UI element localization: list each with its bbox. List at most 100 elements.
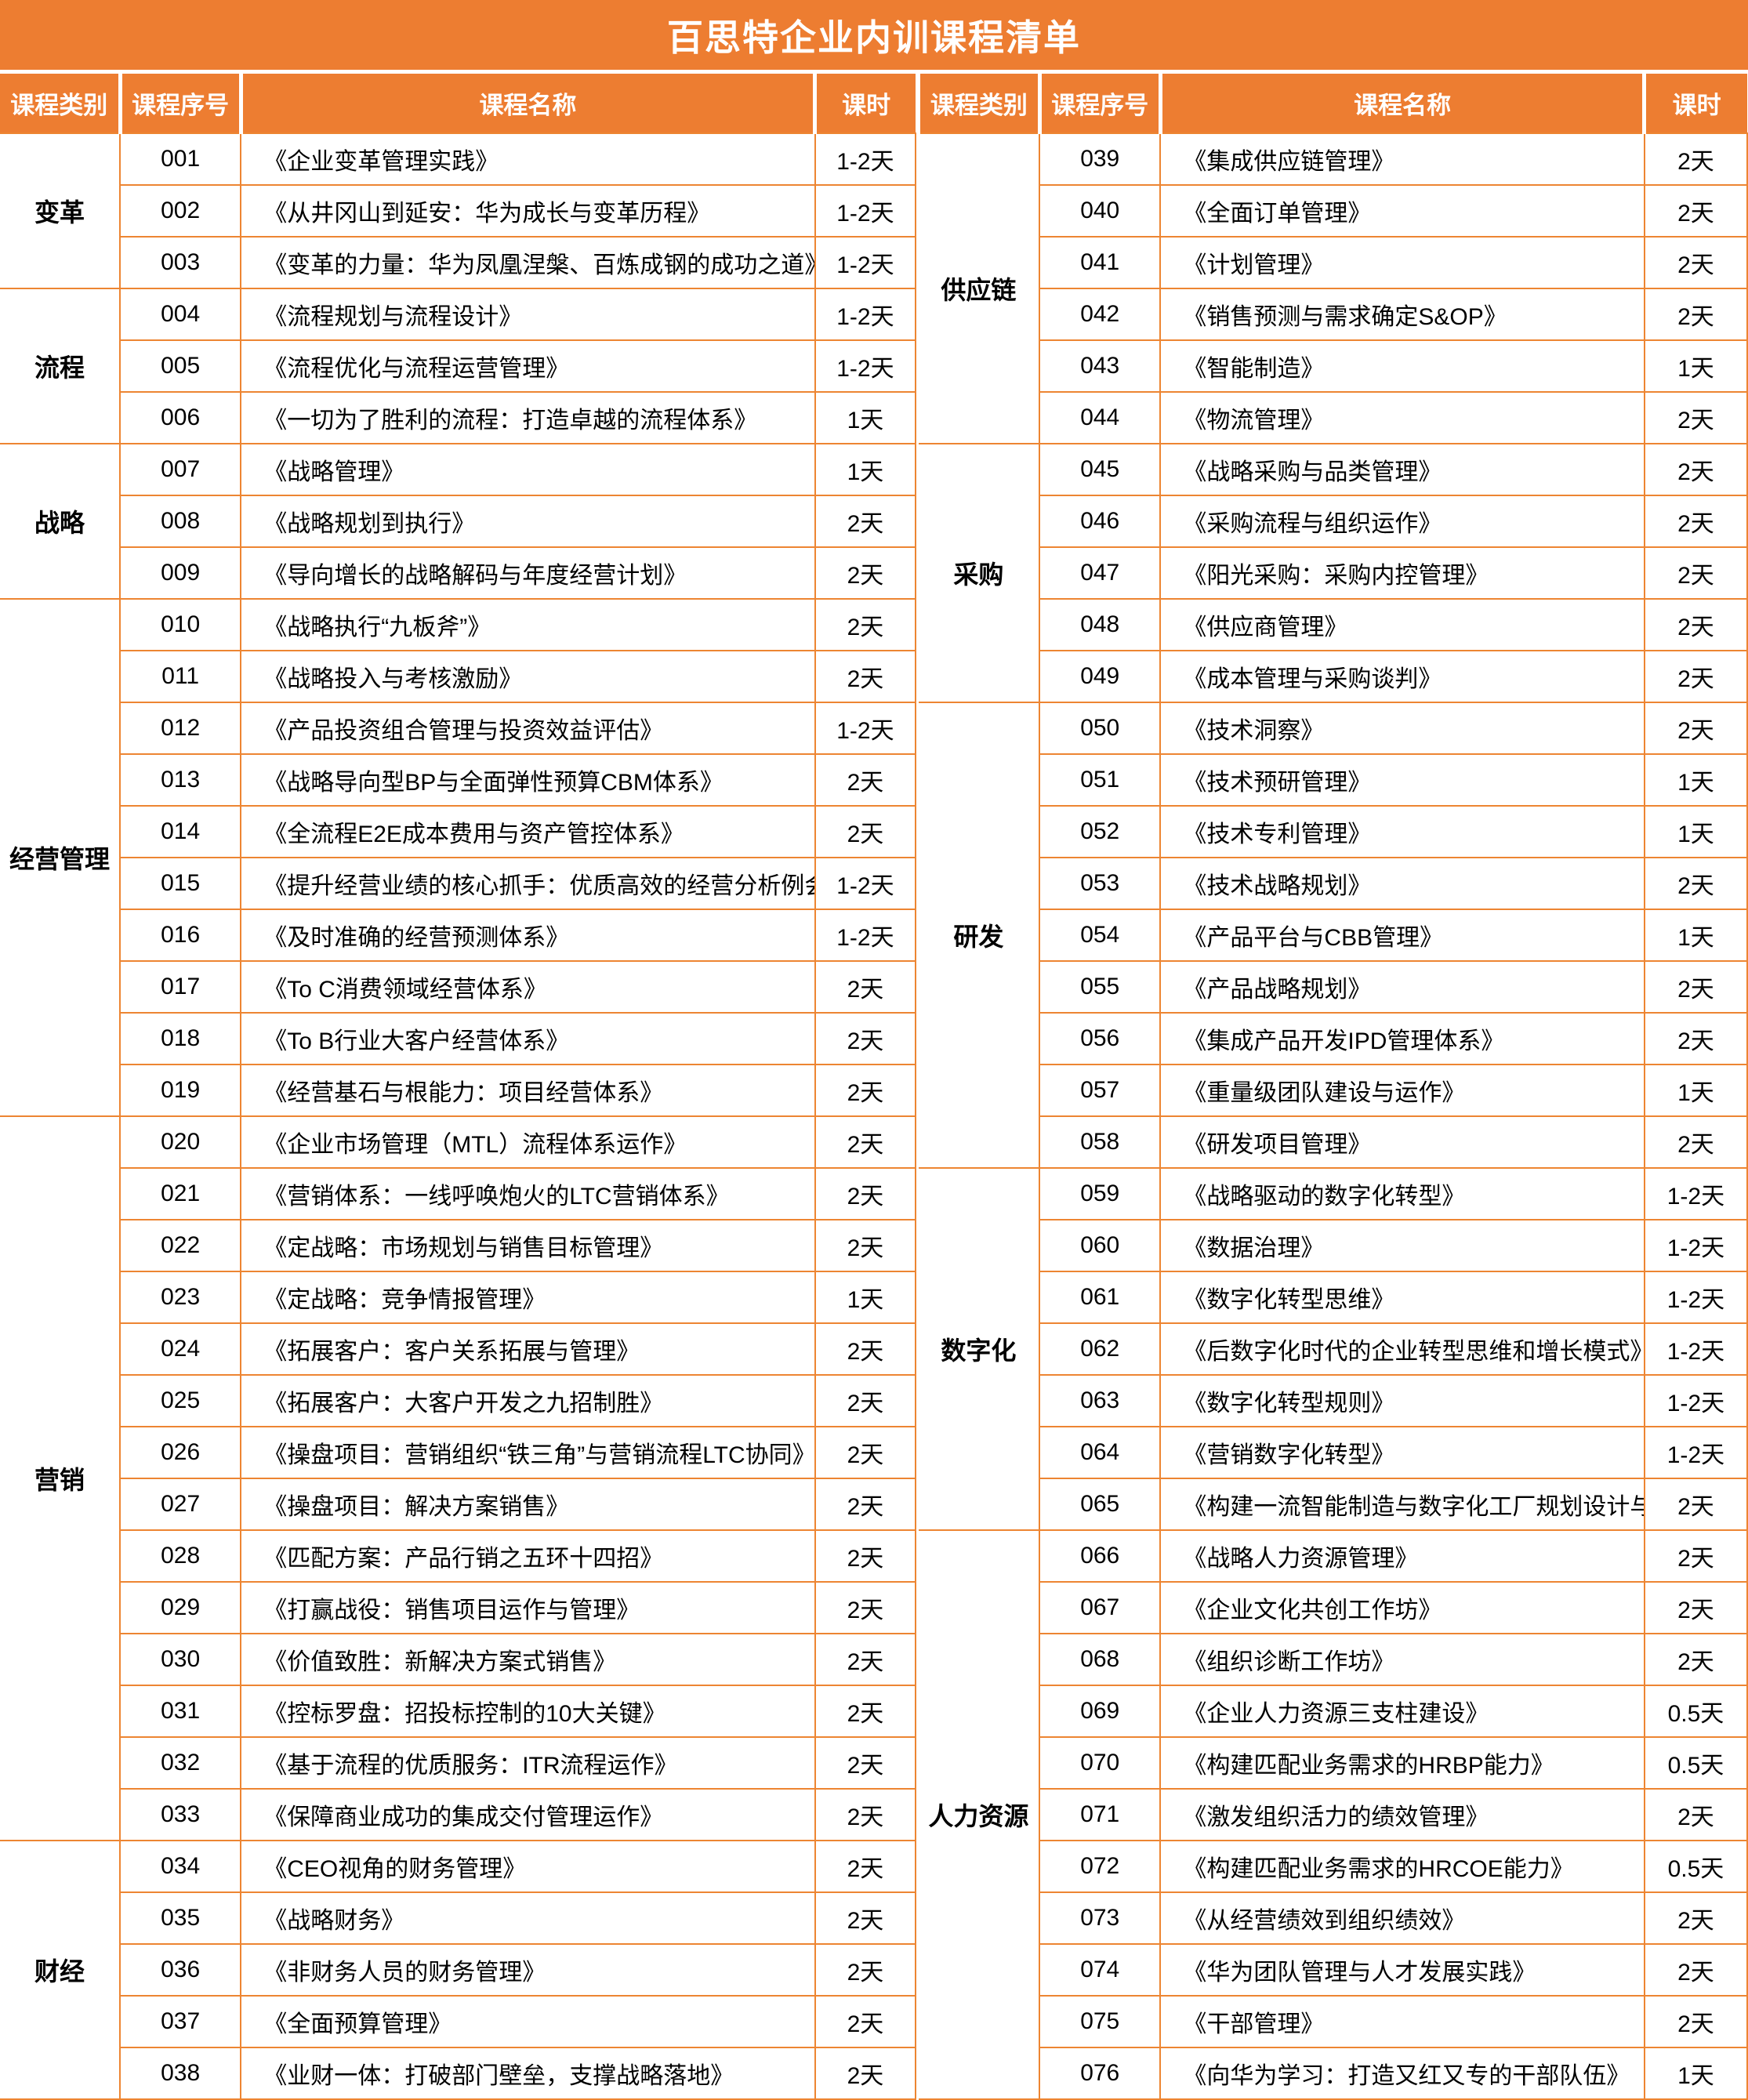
course-row: 019 《经营基石与根能力：项目经营体系》 2天 [0,1064,917,1117]
course-row: 变革 001 《企业变革管理实践》 1-2天 [0,132,917,289]
course-duration: 1天 [1643,753,1748,807]
course-number: 068 [1039,1633,1162,1686]
course-number: 015 [119,857,242,910]
course-duration: 2天 [1643,1995,1748,2048]
course-number: 004 [119,288,242,341]
course-number: 040 [1039,184,1162,238]
course-name: 《定战略：市场规划与销售目标管理》 [240,1219,816,1272]
course-number: 031 [119,1685,242,1738]
course-row: 003 《变革的力量：华为凤凰涅槃、百炼成钢的成功之道》 1-2天 [0,236,917,289]
course-number: 049 [1039,650,1162,703]
course-name: 《技术专利管理》 [1159,805,1645,858]
right-table-body: 供应链 039 《集成供应链管理》 2天 040 《全面订单管理》 2天 041 《计划管理》 2… [918,132,1748,2100]
course-name: 《组织诊断工作坊》 [1159,1633,1645,1686]
course-number: 075 [1039,1995,1162,2048]
course-duration: 1-2天 [814,909,917,962]
course-row: 067 《企业文化共创工作坊》 2天 [919,1581,1748,1634]
course-row: 供应链 039 《集成供应链管理》 2天 [918,132,1748,444]
course-duration: 1-2天 [814,236,917,289]
course-name: 《经营基石与根能力：项目经营体系》 [240,1064,816,1117]
course-row: 人力资源 066 《战略人力资源管理》 2天 [918,1529,1748,2100]
course-name: 《构建匹配业务需求的HRBP能力》 [1159,1736,1645,1790]
course-duration: 1-2天 [814,184,917,238]
course-row: 022 《定战略：市场规划与销售目标管理》 2天 [0,1219,917,1272]
course-duration: 2天 [814,1633,917,1686]
course-duration: 1天 [814,1271,917,1324]
course-duration: 1-2天 [814,132,917,186]
course-duration: 1-2天 [1643,1219,1748,1272]
course-number: 051 [1039,753,1162,807]
course-name: 《保障商业成功的集成交付管理运作》 [240,1788,816,1841]
course-row: 采购 045 《战略采购与品类管理》 2天 [918,443,1748,703]
category-cell: 变革 [0,132,121,289]
course-number: 063 [1039,1374,1162,1427]
course-duration: 2天 [1643,236,1748,289]
left-header-row: 课程类别 课程序号 课程名称 课时 [0,74,916,133]
course-row: 047 《阳光采购：采购内控管理》 2天 [919,546,1748,600]
course-duration: 2天 [1643,1478,1748,1531]
course-name: 《流程优化与流程运营管理》 [240,339,816,393]
course-number: 016 [119,909,242,962]
course-name: 《供应商管理》 [1159,598,1645,651]
course-number: 024 [119,1322,242,1376]
course-name: 《构建一流智能制造与数字化工厂规划设计与评估》 [1159,1478,1645,1531]
course-duration: 2天 [814,1995,917,2048]
course-number: 036 [119,1943,242,1997]
course-duration: 2天 [814,1685,917,1738]
course-number: 020 [119,1115,242,1169]
course-row: 076 《向华为学习：打造又红又专的干部队伍》 1天 [919,2047,1748,2100]
course-name: 《阳光采购：采购内控管理》 [1159,546,1645,600]
course-row: 038 《业财一体：打破部门壁垒，支撑战略落地》 2天 [0,2047,917,2100]
left-table-body: 变革 001 《企业变革管理实践》 1-2天 002 《从井冈山到延安：华为成长与变革历程… [0,132,917,2100]
course-duration: 2天 [1643,1788,1748,1841]
course-row: 035 《战略财务》 2天 [0,1891,917,1945]
course-duration: 2天 [1643,391,1748,444]
course-duration: 2天 [814,805,917,858]
course-duration: 2天 [1643,1943,1748,1997]
course-name: 《全面预算管理》 [240,1995,816,2048]
course-name: 《干部管理》 [1159,1995,1645,2048]
course-name: 《集成供应链管理》 [1159,132,1645,186]
course-duration: 2天 [1643,960,1748,1014]
course-name: 《数字化转型思维》 [1159,1271,1645,1324]
course-number: 059 [1039,1167,1162,1220]
course-name: 《智能制造》 [1159,339,1645,393]
course-duration: 2天 [1643,546,1748,600]
course-name: 《业财一体：打破部门壁垒，支撑战略落地》 [240,2047,816,2100]
course-number: 047 [1039,546,1162,600]
course-duration: 2天 [814,1788,917,1841]
course-number: 067 [1039,1581,1162,1634]
course-number: 023 [119,1271,242,1324]
course-row: 069 《企业人力资源三支柱建设》 0.5天 [919,1685,1748,1738]
course-number: 060 [1039,1219,1162,1272]
course-duration: 2天 [814,495,917,548]
course-number: 045 [1039,443,1162,496]
course-name: 《战略执行“九板斧”》 [240,598,816,651]
course-name: 《激发组织活力的绩效管理》 [1159,1788,1645,1841]
course-name: 《从井冈山到延安：华为成长与变革历程》 [240,184,816,238]
course-duration: 2天 [1643,650,1748,703]
course-row: 015《提升经营业绩的核心抓手：优质高效的经营分析例会机制》1-2天 [0,857,917,910]
course-row: 052 《技术专利管理》 1天 [919,805,1748,858]
course-duration: 2天 [814,1374,917,1427]
course-duration: 1-2天 [1643,1374,1748,1427]
course-name: 《流程规划与流程设计》 [240,288,816,341]
page-title: 百思特企业内训课程清单 [0,0,1748,74]
course-number: 046 [1039,495,1162,548]
course-number: 070 [1039,1736,1162,1790]
course-name: 《华为团队管理与人才发展实践》 [1159,1943,1645,1997]
course-row: 064 《营销数字化转型》 1-2天 [919,1426,1748,1479]
course-row: 053 《技术战略规划》 2天 [919,857,1748,910]
course-duration: 2天 [814,1322,917,1376]
header-number: 课程序号 [118,74,241,133]
course-duration: 2天 [1643,1115,1748,1169]
category-cell: 供应链 [918,132,1041,444]
course-duration: 1天 [1643,909,1748,962]
course-number: 002 [119,184,242,238]
course-number: 032 [119,1736,242,1790]
course-number: 065 [1039,1478,1162,1531]
category-cell: 研发 [918,702,1041,1169]
header-category: 课程类别 [0,74,121,133]
course-name: 《战略驱动的数字化转型》 [1159,1167,1645,1220]
course-number: 041 [1039,236,1162,289]
